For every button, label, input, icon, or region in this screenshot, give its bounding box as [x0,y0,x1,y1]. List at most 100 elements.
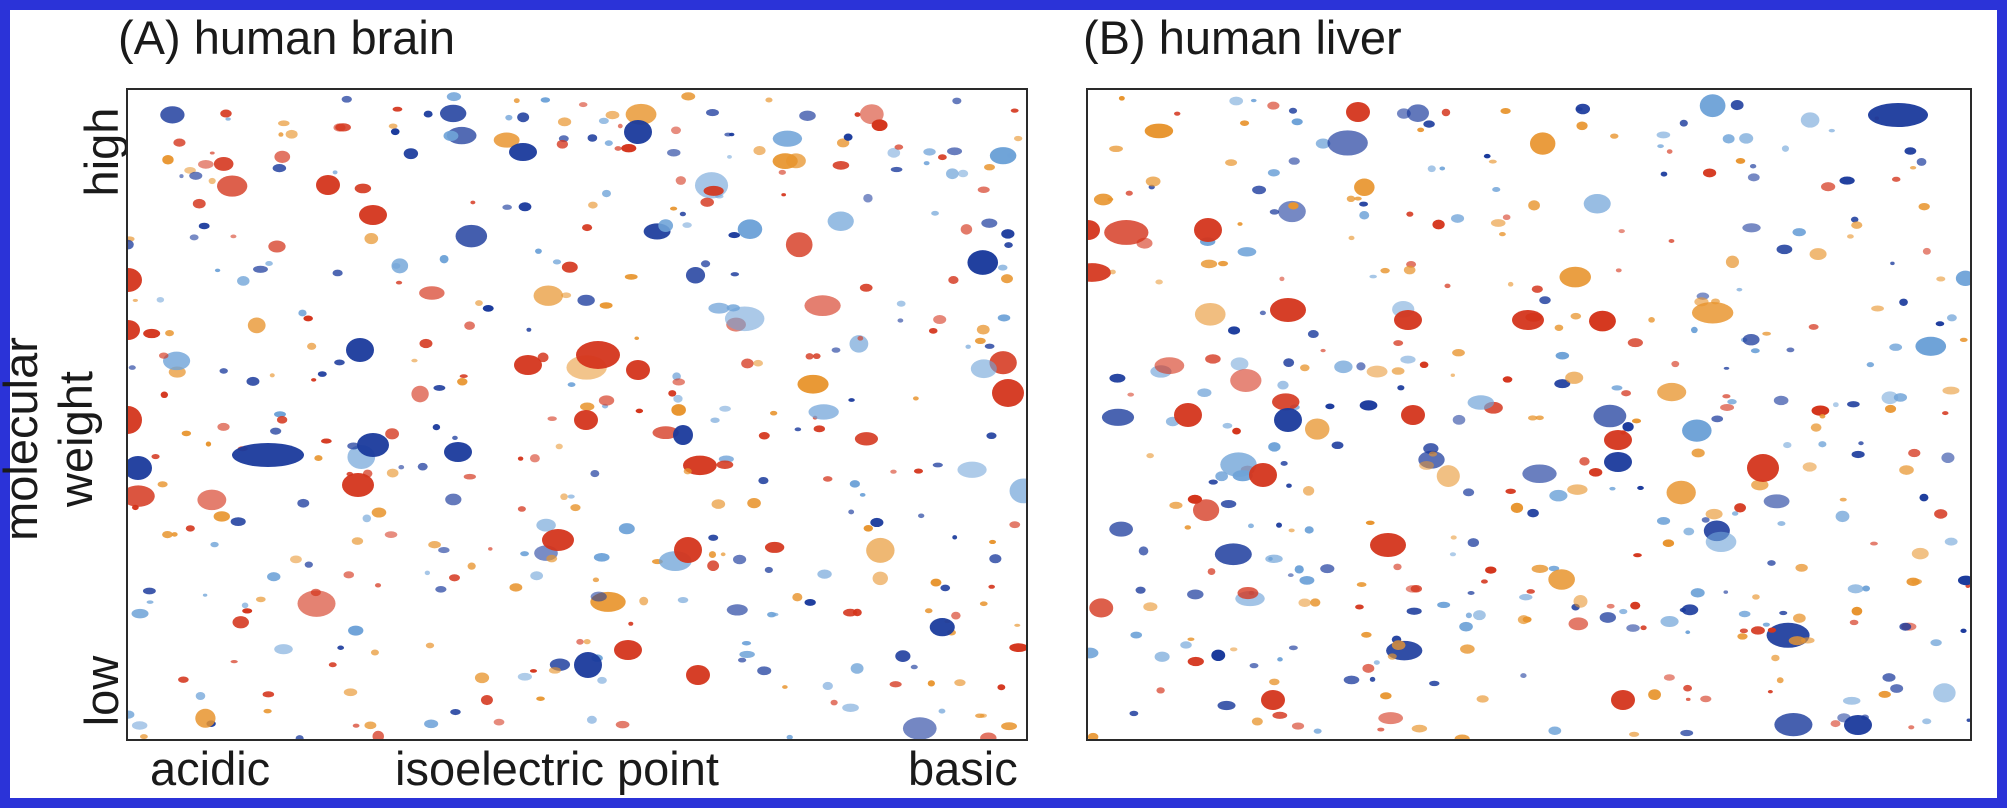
gel-spot [576,341,620,369]
gel-spot [173,138,186,147]
gel-spot [1436,465,1460,487]
gel-spot [455,224,488,248]
gel-spot [1239,120,1250,127]
gel-spot [724,306,765,332]
gel-spot [896,300,906,307]
gel-spot [1742,334,1760,346]
gel-spot [1766,622,1810,648]
gel-spot [812,353,821,360]
gel-spot [785,232,813,258]
gel-spot [1774,713,1813,737]
gel-spot [1660,616,1679,627]
gel-spot [1736,287,1743,292]
gel-spot [974,337,986,345]
gel-spot [728,232,741,239]
gel-spot [439,254,449,264]
gel-spot [957,169,969,178]
gel-spot [1683,684,1692,692]
gel-spot [817,569,832,579]
gel-spot [586,715,597,724]
gel-spot [529,669,538,673]
gel-spot [372,730,384,739]
gel-spot [1194,218,1222,242]
gel-spot [1391,367,1405,375]
gel-spot [866,537,895,563]
gel-spot [185,525,195,532]
gel-spot [1567,484,1588,495]
gel-spot [986,432,997,440]
gel-spot [1101,408,1135,426]
gel-spot [197,489,227,511]
gel-spot [467,562,476,570]
gel-spot [1522,616,1532,623]
gel-spot [1633,553,1642,558]
gel-spot [1575,107,1583,112]
gel-spot [1767,689,1773,694]
gel-spot [475,300,483,306]
y-axis-high-label: high [75,107,128,197]
gel-spot [1267,169,1280,177]
gel-spot [857,335,864,341]
gel-spot [854,432,879,446]
gel-spot [459,374,468,378]
gel-spot [1957,575,1970,586]
gel-spot [311,378,317,382]
gel-spot [1154,357,1185,375]
gel-spot [1143,602,1158,612]
gel-spot [1294,565,1304,574]
gel-spot [652,426,679,440]
gel-spot [997,264,1008,271]
gel-spot [1629,731,1640,737]
gel-spot [1135,586,1146,594]
gel-spot [1830,720,1841,728]
gel-spot [128,406,142,434]
gel-spot [1911,547,1929,560]
gel-spot [842,703,859,712]
gel-spot [1218,260,1229,267]
gel-spot [480,695,493,706]
gel-spot [232,616,249,629]
gel-spot [482,304,494,312]
gel-spot [685,267,706,284]
gel-spot [872,571,888,586]
gel-spot [128,456,152,480]
gel-spot [1742,223,1761,233]
gel-spot [165,330,174,337]
gel-spot [1668,239,1675,243]
gel-spot [578,102,588,108]
gel-spot [1441,108,1451,117]
gel-spot [671,404,686,416]
gel-spot [804,295,841,316]
gel-spot [1862,585,1870,592]
gel-spot [1531,564,1549,574]
gel-spot [1549,489,1568,502]
gel-spot [1762,622,1770,627]
gel-spot [1387,653,1397,660]
gel-spot [1959,337,1968,342]
gel-spot [979,713,987,718]
gel-spot [929,618,955,637]
gel-spot [1776,244,1793,255]
gel-spot [192,198,206,209]
gel-spot [1942,411,1949,416]
gel-spot [1355,604,1364,610]
gel-spot [1866,362,1875,368]
gel-spot [854,112,861,117]
gel-spot [1417,127,1425,133]
gel-spot [1093,193,1113,206]
gel-spot [540,97,551,103]
gel-spot [438,547,450,554]
gel-spot [209,151,215,155]
gel-spot [635,408,644,414]
gel-spot [1109,521,1134,537]
gel-spot [957,461,987,478]
gel-spot [474,672,490,684]
gel-spot [737,219,763,239]
gel-spot [198,222,210,230]
gel-spot [1637,485,1644,491]
gel-spot [517,456,524,461]
gel-spot [1722,134,1735,144]
gel-spot [298,309,307,317]
gel-spot [1727,399,1737,405]
gel-spot [439,104,467,123]
